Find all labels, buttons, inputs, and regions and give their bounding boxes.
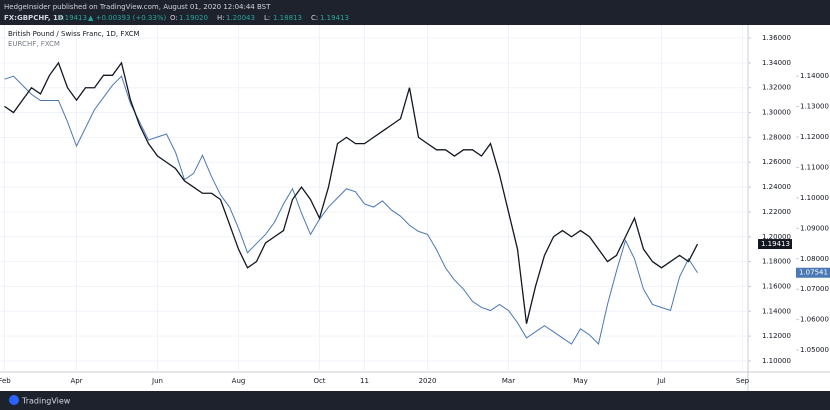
y-tick-label: 1.32000 — [762, 84, 791, 92]
ohlc-value: 1.19413 — [320, 14, 349, 22]
logo — [9, 395, 19, 405]
x-tick-label: 11 — [360, 377, 369, 385]
legend-entry: British Pound / Swiss Franc, 1D, FXCM — [8, 30, 140, 38]
y-tick-label: 1.10000 — [762, 357, 791, 365]
y-tick-label: 1.34000 — [762, 59, 791, 67]
y-tick-label: 1.18000 — [762, 258, 791, 266]
x-tick-label: Apr — [70, 377, 82, 385]
change: ▲ +0.00393 (+0.33%) — [88, 14, 166, 22]
publisher: HedgeInsider published on TradingView.co… — [4, 3, 271, 11]
x-tick-label: Feb — [0, 377, 11, 385]
symbol: FX:GBPCHF, 1D — [4, 14, 64, 22]
y-tick-label: 1.28000 — [762, 133, 791, 141]
ohlc-value: 1.19020 — [179, 14, 208, 22]
y2-tick-label: 1.08000 — [800, 255, 829, 263]
y2-tick-label: 1.10000 — [800, 194, 829, 202]
y2-tick-label: 1.13000 — [800, 103, 829, 111]
y2-tick-label: 1.14000 — [800, 72, 829, 80]
y-tick-label: 1.30000 — [762, 109, 791, 117]
y2-tick-label: 1.07000 — [800, 285, 829, 293]
y2-tick-label: 1.06000 — [800, 316, 829, 324]
ohlc-key: O: — [170, 14, 178, 22]
x-tick-label: Sep — [736, 377, 750, 385]
y-tick-label: 1.22000 — [762, 208, 791, 216]
x-tick-label: Aug — [232, 377, 246, 385]
header-bar — [0, 0, 830, 25]
last-price-label: 1.19413 — [761, 240, 790, 248]
ohlc-key: C: — [311, 14, 318, 22]
header: HedgeInsider published on TradingView.co… — [4, 3, 271, 22]
y2-tick-label: 1.11000 — [800, 163, 829, 171]
last-price-label: 1.07541 — [799, 269, 828, 277]
x-tick-label: Mar — [502, 377, 515, 385]
ohlc-value: 1.18813 — [273, 14, 302, 22]
y-tick-label: 1.36000 — [762, 34, 791, 42]
y-tick-label: 1.24000 — [762, 183, 791, 191]
y-tick-label: 1.14000 — [762, 307, 791, 315]
y2-tick-label: 1.05000 — [800, 346, 829, 354]
price: 1.19413 — [58, 14, 87, 22]
series-line — [4, 75, 698, 345]
y2-tick-label: 1.12000 — [800, 133, 829, 141]
y-tick-label: 1.26000 — [762, 158, 791, 166]
last-price-badge — [758, 239, 792, 250]
ohlc-key: H: — [217, 14, 225, 22]
legend-entry: EURCHF, FXCM — [8, 40, 60, 48]
y-tick-label: 1.20000 — [762, 233, 791, 241]
y-tick-label: 1.12000 — [762, 332, 791, 340]
x-tick-label: Jul — [656, 377, 666, 385]
ohlc-value: 1.20043 — [226, 14, 255, 22]
last-price-badge — [796, 267, 830, 278]
x-tick-label: 2020 — [419, 377, 437, 385]
series-line — [4, 61, 699, 324]
x-tick-label: May — [573, 377, 587, 385]
footer-bar — [0, 391, 830, 410]
footer-brand: TradingView — [21, 397, 71, 406]
x-tick-label: Jun — [151, 377, 163, 385]
y-tick-label: 1.16000 — [762, 282, 791, 290]
ohlc-key: L: — [264, 14, 270, 22]
x-tick-label: Oct — [313, 377, 325, 385]
y2-tick-label: 1.09000 — [800, 224, 829, 232]
